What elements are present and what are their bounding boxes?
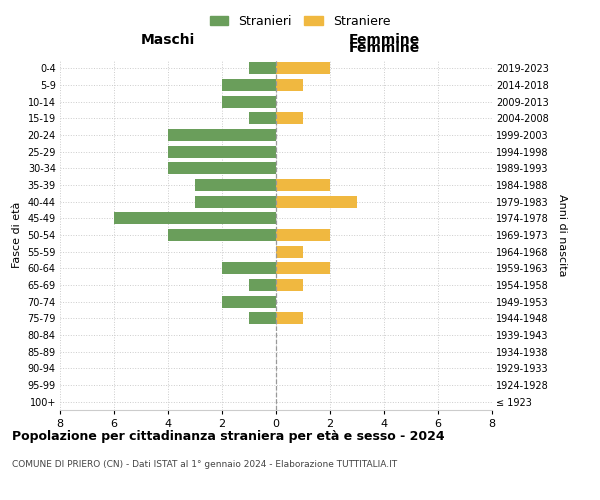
Bar xyxy=(249,279,276,291)
Bar xyxy=(276,79,303,91)
Bar xyxy=(276,112,303,124)
Bar xyxy=(195,179,276,191)
Text: Femmine: Femmine xyxy=(349,41,419,55)
Bar xyxy=(249,112,276,124)
Bar xyxy=(222,296,276,308)
Bar xyxy=(276,62,330,74)
Bar xyxy=(114,212,276,224)
Bar xyxy=(249,312,276,324)
Bar xyxy=(276,246,303,258)
Bar xyxy=(168,129,276,141)
Bar xyxy=(276,179,330,191)
Bar xyxy=(276,312,303,324)
Bar xyxy=(249,62,276,74)
Text: Maschi: Maschi xyxy=(141,32,195,46)
Text: COMUNE DI PRIERO (CN) - Dati ISTAT al 1° gennaio 2024 - Elaborazione TUTTITALIA.: COMUNE DI PRIERO (CN) - Dati ISTAT al 1°… xyxy=(12,460,397,469)
Bar xyxy=(168,229,276,241)
Bar xyxy=(222,262,276,274)
Bar xyxy=(168,162,276,174)
Bar xyxy=(276,196,357,207)
Y-axis label: Fasce di età: Fasce di età xyxy=(12,202,22,268)
Text: Femmine: Femmine xyxy=(349,32,419,46)
Bar xyxy=(168,146,276,158)
Legend: Stranieri, Straniere: Stranieri, Straniere xyxy=(206,11,394,32)
Text: Popolazione per cittadinanza straniera per età e sesso - 2024: Popolazione per cittadinanza straniera p… xyxy=(12,430,445,443)
Bar xyxy=(276,279,303,291)
Bar xyxy=(276,229,330,241)
Bar xyxy=(276,262,330,274)
Bar xyxy=(222,96,276,108)
Y-axis label: Anni di nascita: Anni di nascita xyxy=(557,194,568,276)
Bar xyxy=(222,79,276,91)
Bar xyxy=(195,196,276,207)
